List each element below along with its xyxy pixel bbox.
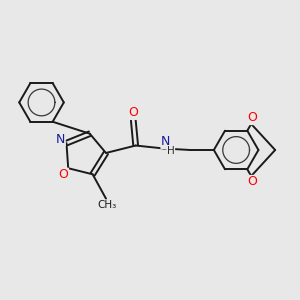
Text: N: N: [161, 136, 170, 148]
Text: N: N: [56, 133, 65, 146]
Text: O: O: [248, 112, 258, 124]
Text: H: H: [167, 146, 175, 156]
Text: O: O: [128, 106, 138, 119]
Text: CH₃: CH₃: [98, 200, 117, 210]
Text: O: O: [58, 168, 68, 181]
Text: O: O: [248, 176, 258, 188]
